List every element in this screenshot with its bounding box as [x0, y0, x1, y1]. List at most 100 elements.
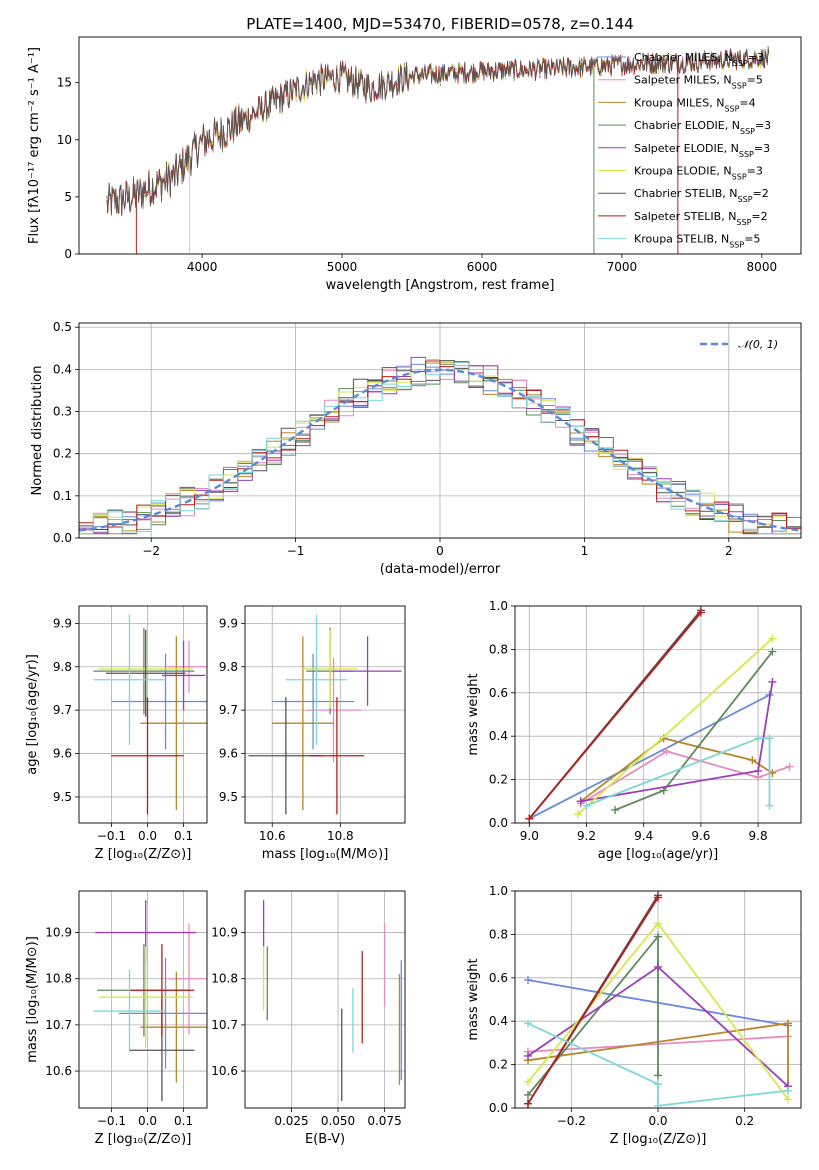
data-point-marker — [524, 1051, 532, 1060]
data-point-marker — [654, 893, 662, 902]
x-tick-label: −0.1 — [97, 1114, 126, 1128]
y-axis-label: mass [log₁₀(M/M⊙)] — [25, 936, 40, 1063]
errorbar-salpeter-miles — [306, 658, 361, 763]
legend-entry: Kroupa MILES, NSSP=4 — [634, 96, 756, 113]
errorbar-kroupa-miles — [140, 971, 207, 1083]
panel-residuals: −2 −1 0 1 2 0.0 0.1 0.2 0.3 0.4 0.5 (data-model)/er… — [30, 320, 802, 577]
errorbar-salpeter-stelib — [309, 697, 365, 815]
y-tick-label: 10.6 — [211, 1064, 238, 1078]
legend-entry: Kroupa STELIB, NSSP=5 — [634, 233, 760, 250]
legend-entry: Chabrier STELIB, NSSP=2 — [634, 187, 769, 204]
y-tick-label: 9.7 — [53, 703, 72, 717]
y-tick-label: 0.8 — [489, 927, 508, 941]
data-point-marker — [765, 734, 774, 743]
y-tick-label: 9.9 — [53, 616, 72, 630]
y-tick-label: 10.6 — [45, 1064, 72, 1078]
series-salpeter-stelib — [524, 893, 662, 1108]
data-point-marker — [654, 1101, 662, 1108]
data-point-marker — [768, 647, 777, 656]
plot-area — [525, 606, 794, 823]
data-point-marker — [768, 677, 777, 686]
x-tick-label: 0.0 — [138, 829, 157, 843]
x-tick-label: 9.6 — [691, 829, 710, 843]
x-tick-label: 10.6 — [259, 829, 286, 843]
plot-area — [79, 356, 801, 538]
x-tick-label: −2 — [142, 544, 160, 558]
x-tick-label: 9.0 — [520, 829, 539, 843]
data-point-marker — [784, 1095, 792, 1104]
data-point-marker — [696, 608, 705, 617]
x-tick-label: 0.075 — [367, 1114, 401, 1128]
legend-entry: Chabrier ELODIE, NSSP=3 — [634, 119, 771, 136]
data-point-marker — [576, 797, 585, 806]
panel-weight-vs-Z: −0.2 0.0 0.2 0.0 0.2 0.4 0.6 0.8 1.0 Z [log₁₀(Z/Z… — [466, 884, 802, 1147]
x-tick-label: 6000 — [467, 260, 498, 274]
axes-frame — [244, 890, 406, 1109]
axes-frame — [78, 322, 802, 539]
data-point-marker — [768, 634, 777, 643]
y-tick-label: 9.5 — [53, 790, 72, 804]
data-point-marker — [524, 975, 532, 984]
series-chabrier-elodie — [524, 932, 662, 1099]
data-point-marker — [654, 932, 662, 941]
y-axis-label: Normed distribution — [30, 366, 45, 496]
data-point-marker — [611, 805, 620, 814]
y-tick-label: 0.0 — [53, 531, 72, 545]
axes-frame — [78, 605, 208, 824]
data-point-marker — [654, 962, 662, 971]
data-point-marker — [784, 1086, 792, 1095]
x-tick-label: 10.8 — [327, 829, 354, 843]
errorbar-salpeter-miles — [167, 923, 207, 1035]
x-tick-label: 8000 — [747, 260, 778, 274]
x-tick-label: 0.0 — [648, 1114, 667, 1128]
series-line — [586, 737, 771, 807]
y-tick-label: 0.2 — [53, 447, 72, 461]
y-tick-label: 10.7 — [211, 1018, 238, 1032]
y-tick-label: 0.2 — [489, 773, 508, 787]
x-tick-label: 7000 — [607, 260, 638, 274]
plot-area — [524, 891, 792, 1108]
x-tick-label: 0.0 — [138, 1114, 157, 1128]
x-axis-label: age [log₁₀(age/yr)] — [598, 847, 719, 862]
series-line — [614, 651, 774, 811]
data-point-marker — [524, 1019, 532, 1028]
panel-weight-vs-age: 9.0 9.2 9.4 9.6 9.8 0.0 0.2 0.4 0.6 0.8 1.0 age [lo… — [466, 599, 802, 862]
panel-mass-vs-EBV: 0.025 0.050 0.075 10.6 10.7 10.8 10.9 E(B-V) — [211, 890, 406, 1147]
errorbar-kroupa-miles — [140, 636, 207, 810]
errorbar-salpeter-stelib — [111, 697, 184, 815]
y-tick-label: 10.7 — [45, 1018, 72, 1032]
errorbar-salpeter-stelib — [129, 944, 195, 1037]
x-tick-label: 5000 — [327, 260, 358, 274]
series-kroupa-stelib — [582, 734, 774, 810]
series-line — [528, 694, 770, 820]
axes-frame — [78, 36, 802, 255]
y-tick-label: 1.0 — [489, 599, 508, 613]
x-axis-label: wavelength [Angstrom, rest frame] — [326, 278, 555, 293]
data-point-marker — [765, 801, 774, 810]
errorbar-salpeter-miles — [167, 640, 207, 693]
panel-mass-vs-Z: −0.1 0.0 0.1 10.6 10.7 10.8 10.9 Z [log₁₀(Z/Z⊙)… — [25, 890, 208, 1147]
y-tick-label: 9.9 — [219, 616, 238, 630]
x-tick-label: 0.1 — [174, 829, 193, 843]
series-salpeter-elodie — [576, 677, 777, 806]
y-tick-label: 0.2 — [489, 1058, 508, 1072]
x-tick-label: −0.1 — [97, 829, 126, 843]
series-chabrier-elodie — [611, 647, 777, 814]
y-tick-label: 9.8 — [53, 660, 72, 674]
y-tick-label: 10.9 — [211, 926, 238, 940]
y-axis-label: Flux [fλ10⁻¹⁷ erg cm⁻² s⁻¹ A⁻¹] — [27, 47, 42, 244]
y-tick-label: 9.6 — [53, 747, 72, 761]
plot-area — [93, 614, 207, 815]
y-tick-label: 9.7 — [219, 703, 238, 717]
y-tick-label: 0.4 — [53, 362, 72, 376]
y-tick-label: 15 — [57, 76, 72, 90]
series-line — [580, 750, 790, 805]
series-salpeter-stelib — [525, 608, 705, 823]
series-kroupa-elodie — [573, 634, 777, 819]
x-axis-label: Z [log₁₀(Z/Z⊙)] — [610, 1132, 707, 1147]
errorbar-kroupa-stelib — [93, 614, 166, 745]
plot-area — [106, 45, 770, 254]
y-tick-label: 10.8 — [45, 972, 72, 986]
series-kroupa-stelib — [524, 1019, 792, 1108]
errorbar-chabrier-miles — [272, 653, 354, 750]
